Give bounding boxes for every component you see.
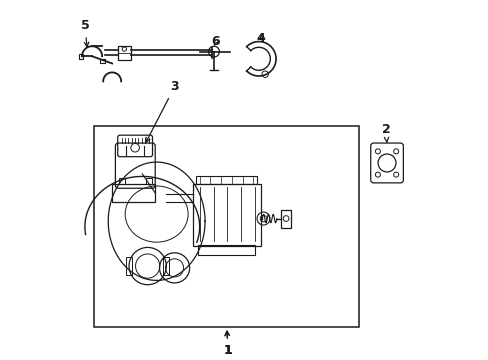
Bar (119, 178, 125, 184)
Bar (112, 184, 155, 202)
Bar (198, 245, 255, 255)
Text: 1: 1 (224, 331, 232, 357)
Bar (145, 178, 152, 184)
Text: 1: 1 (224, 331, 232, 357)
Text: 3: 3 (146, 80, 179, 142)
Bar (94, 126, 359, 327)
Text: 2: 2 (381, 123, 390, 142)
Text: 6: 6 (211, 35, 220, 49)
Bar (118, 45, 131, 60)
Bar (281, 210, 290, 228)
Bar (196, 176, 257, 184)
Bar (79, 54, 83, 59)
Bar (192, 184, 260, 246)
Bar (126, 257, 132, 275)
Text: 4: 4 (256, 32, 264, 45)
Bar (163, 257, 169, 275)
Text: 5: 5 (81, 19, 89, 47)
Bar (100, 59, 104, 63)
